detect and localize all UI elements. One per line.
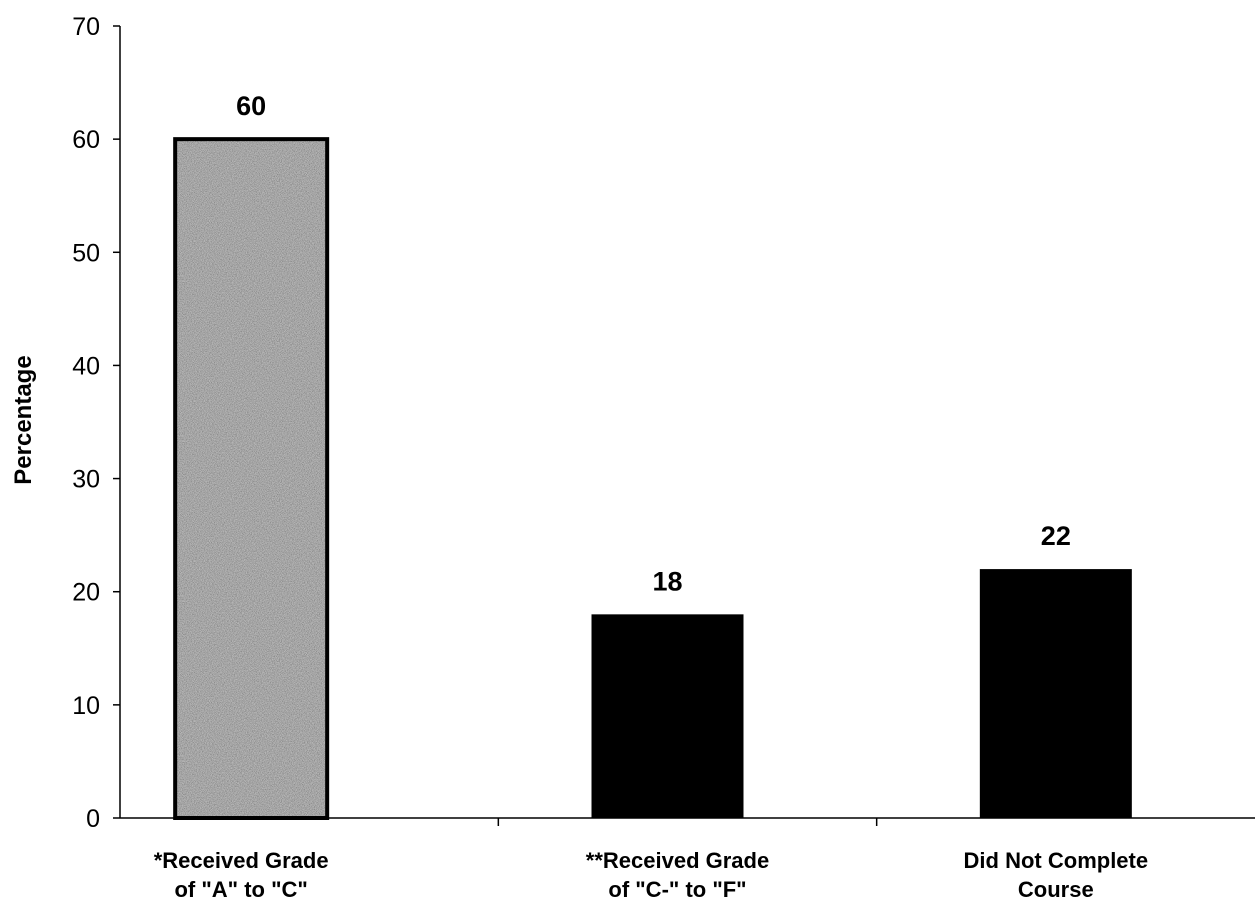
y-tick-label: 40 [72, 352, 100, 380]
x-category-label: **Received Grade of "C-" to "F" [586, 848, 769, 902]
y-tick-label: 10 [72, 692, 100, 720]
x-axis-labels: *Received Grade of "A" to "C" **Received G… [154, 818, 1148, 902]
bar [979, 569, 1132, 818]
data-labels: 60 18 22 [236, 91, 1071, 596]
bars [173, 137, 1132, 820]
y-axis-title: Percentage [10, 355, 37, 484]
y-tick-label: 30 [72, 466, 100, 494]
bar [591, 614, 744, 818]
y-tick-label: 20 [72, 579, 100, 607]
x-category-label: Did Not Complete Course [964, 848, 1149, 902]
bar [175, 139, 328, 819]
x-category-label: *Received Grade of "A" to "C" [154, 848, 329, 902]
y-tick-label: 60 [72, 126, 100, 154]
y-tick-label: 70 [72, 13, 100, 41]
y-tick-label: 0 [86, 805, 100, 833]
y-tick-label: 50 [72, 239, 100, 267]
data-label: 60 [236, 91, 266, 121]
data-label: 22 [1041, 521, 1071, 551]
y-axis-ticks: 0 10 20 30 40 50 60 70 [72, 13, 120, 833]
data-label: 18 [652, 566, 682, 596]
